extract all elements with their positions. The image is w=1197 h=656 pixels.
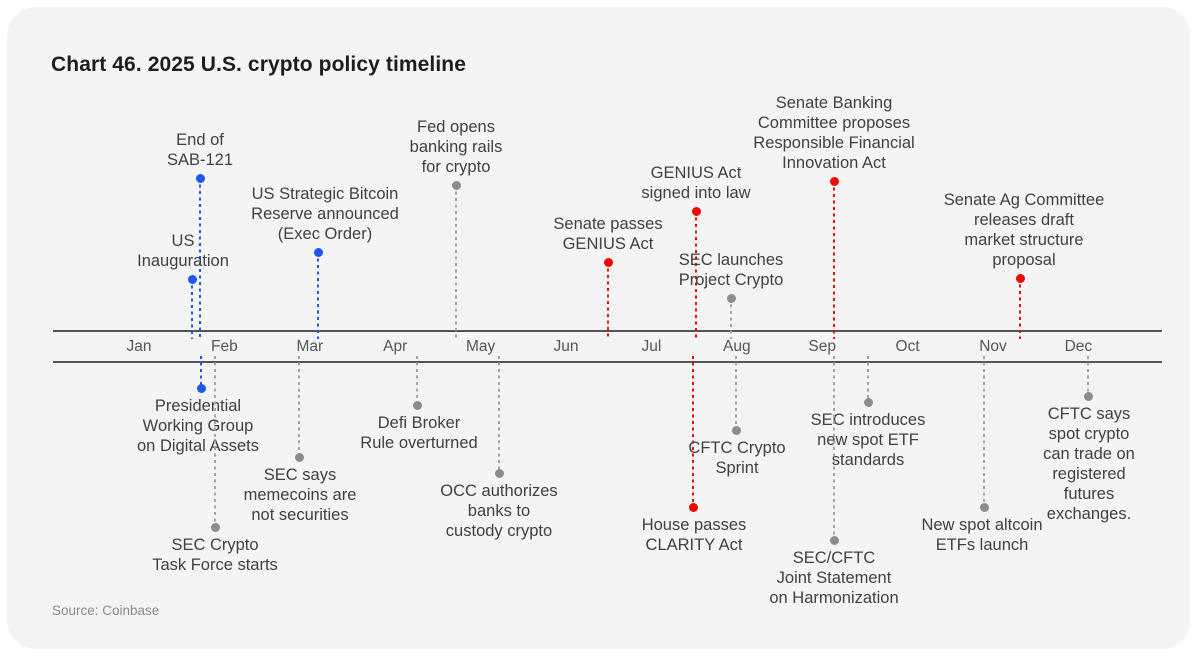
event-label-end-of-sab-121: End of SAB-121 (166, 131, 234, 169)
event-dot-sec-memecoins-not-securities (294, 452, 304, 462)
event-line-sec-cftc-joint-statement (833, 356, 835, 540)
event-dot-end-of-sab-121 (195, 173, 205, 183)
event-label-us-inauguration: US Inauguration (137, 232, 229, 270)
event-label-genius-act-signed: GENIUS Act signed into law (641, 164, 751, 202)
chart-title: Chart 46. 2025 U.S. crypto policy timeli… (51, 53, 467, 76)
event-line-us-strategic-bitcoin-reserve (317, 252, 319, 339)
event-line-occ-authorizes-custody (498, 356, 500, 473)
event-line-cftc-spot-futures-exchanges (1087, 356, 1089, 396)
month-label-feb: Feb (211, 338, 238, 355)
chart-card: Chart 46. 2025 U.S. crypto policy timeli… (7, 7, 1190, 649)
event-line-senate-banking-rfia (833, 181, 835, 339)
event-line-sec-launches-project-crypto (730, 298, 732, 339)
event-line-cftc-crypto-sprint (735, 356, 737, 430)
event-dot-cftc-crypto-sprint (731, 425, 741, 435)
event-dot-presidential-working-group (196, 383, 206, 393)
event-label-us-strategic-bitcoin-reserve: US Strategic Bitcoin Reserve announced (… (251, 185, 399, 243)
source-note: Source: Coinbase (52, 603, 160, 618)
event-label-sec-launches-project-crypto: SEC launches Project Crypto (678, 251, 784, 289)
month-label-jul: Jul (641, 338, 662, 355)
event-label-fed-opens-banking-rails: Fed opens banking rails for crypto (409, 118, 503, 176)
event-line-us-inauguration (191, 279, 193, 339)
event-dot-senate-banking-rfia (829, 176, 839, 186)
event-label-sec-memecoins-not-securities: SEC says memecoins are not securities (243, 466, 357, 524)
event-label-defi-broker-rule-overturned: Defi Broker Rule overturned (360, 414, 478, 452)
event-label-sec-cftc-joint-statement: SEC/CFTC Joint Statement on Harmonizatio… (769, 549, 899, 607)
month-label-dec: Dec (1064, 338, 1093, 355)
event-line-sec-spot-etf-standards (867, 356, 869, 402)
event-dot-fed-opens-banking-rails (451, 180, 461, 190)
event-line-house-passes-clarity-act (692, 356, 694, 507)
month-label-sep: Sep (808, 338, 836, 355)
event-dot-senate-ag-draft-proposal (1015, 273, 1025, 283)
event-dot-new-spot-altcoin-etfs (979, 502, 989, 512)
timeline-axis-bottom-line (53, 361, 1162, 363)
event-dot-house-passes-clarity-act (688, 502, 698, 512)
month-label-aug: Aug (723, 338, 751, 355)
month-label-oct: Oct (895, 338, 920, 355)
event-line-senate-passes-genius-act (607, 262, 609, 339)
event-line-senate-ag-draft-proposal (1019, 278, 1021, 339)
event-dot-us-strategic-bitcoin-reserve (313, 247, 323, 257)
event-line-new-spot-altcoin-etfs (983, 356, 985, 507)
month-label-nov: Nov (979, 338, 1007, 355)
event-line-fed-opens-banking-rails (455, 185, 457, 339)
event-label-presidential-working-group: Presidential Working Group on Digital As… (137, 397, 259, 455)
event-line-sec-crypto-task-force (214, 356, 216, 527)
event-label-new-spot-altcoin-etfs: New spot altcoin ETFs launch (921, 516, 1043, 554)
month-label-may: May (465, 338, 496, 355)
month-label-jan: Jan (126, 338, 152, 355)
event-dot-sec-crypto-task-force (210, 522, 220, 532)
event-dot-cftc-spot-futures-exchanges (1083, 391, 1093, 401)
event-label-senate-banking-rfia: Senate Banking Committee proposes Respon… (753, 94, 915, 172)
event-dot-senate-passes-genius-act (603, 257, 613, 267)
event-dot-sec-spot-etf-standards (863, 397, 873, 407)
event-label-senate-ag-draft-proposal: Senate Ag Committee releases draft marke… (943, 191, 1105, 269)
month-label-jun: Jun (553, 338, 579, 355)
event-label-cftc-crypto-sprint: CFTC Crypto Sprint (688, 439, 786, 477)
month-label-mar: Mar (296, 338, 324, 355)
event-dot-sec-cftc-joint-statement (829, 535, 839, 545)
event-label-sec-crypto-task-force: SEC Crypto Task Force starts (152, 536, 278, 574)
event-line-presidential-working-group (200, 356, 202, 388)
event-line-genius-act-signed (695, 211, 697, 339)
event-label-senate-passes-genius-act: Senate passes GENIUS Act (553, 215, 663, 253)
event-label-occ-authorizes-custody: OCC authorizes banks to custody crypto (440, 482, 558, 540)
event-dot-genius-act-signed (691, 206, 701, 216)
event-dot-us-inauguration (187, 274, 197, 284)
event-label-cftc-spot-futures-exchanges: CFTC says spot crypto can trade on regis… (1043, 405, 1135, 523)
event-line-end-of-sab-121 (199, 178, 201, 339)
event-dot-defi-broker-rule-overturned (412, 400, 422, 410)
month-label-apr: Apr (383, 338, 408, 355)
event-label-sec-spot-etf-standards: SEC introduces new spot ETF standards (810, 411, 926, 469)
event-dot-occ-authorizes-custody (494, 468, 504, 478)
event-line-defi-broker-rule-overturned (416, 356, 418, 405)
event-line-sec-memecoins-not-securities (298, 356, 300, 457)
event-label-house-passes-clarity-act: House passes CLARITY Act (641, 516, 747, 554)
event-dot-sec-launches-project-crypto (726, 293, 736, 303)
